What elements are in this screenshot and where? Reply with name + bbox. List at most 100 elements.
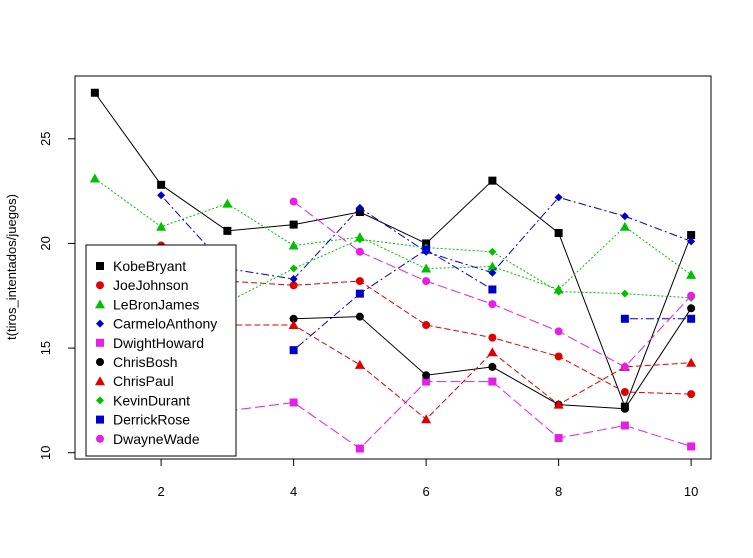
data-point xyxy=(620,289,629,298)
legend-marker xyxy=(96,396,104,405)
data-point xyxy=(222,198,233,208)
series-line xyxy=(94,92,692,409)
y-tick-label: 25 xyxy=(38,132,53,146)
data-point xyxy=(289,197,298,206)
data-point xyxy=(686,269,697,279)
data-point xyxy=(157,191,166,200)
data-point xyxy=(289,346,298,355)
data-point xyxy=(620,388,629,397)
data-point xyxy=(156,221,167,231)
legend-entry: ChrisPaul xyxy=(113,373,174,389)
data-point xyxy=(554,352,563,361)
data-point xyxy=(554,287,563,296)
legend-marker xyxy=(96,415,104,424)
legend-entry: DwightHoward xyxy=(113,335,204,351)
series-layer xyxy=(89,88,697,453)
y-axis: 10 15 20 25 xyxy=(38,132,76,460)
data-point xyxy=(289,220,298,229)
series-line xyxy=(293,308,692,410)
data-point xyxy=(157,180,166,189)
y-axis-label: t(tiros_intentados/juegos) xyxy=(4,194,19,340)
legend-entry: KevinDurant xyxy=(113,392,190,408)
legend-marker xyxy=(95,299,105,309)
data-point xyxy=(422,371,431,380)
data-point xyxy=(488,300,497,309)
data-point xyxy=(421,263,432,273)
series-ChrisBosh xyxy=(289,304,696,413)
legend-entry: KobeBryant xyxy=(113,258,186,274)
legend-entry: DwayneWade xyxy=(113,431,200,447)
y-tick-label: 15 xyxy=(38,341,53,355)
data-point xyxy=(355,277,364,286)
data-point xyxy=(619,221,630,231)
legend-entry: ChrisBosh xyxy=(113,354,178,370)
legend-marker xyxy=(96,262,104,270)
data-point xyxy=(355,247,364,256)
legend-marker xyxy=(96,434,104,443)
data-point xyxy=(355,444,364,453)
x-tick-label: 2 xyxy=(158,484,165,499)
data-point xyxy=(289,275,298,284)
data-point xyxy=(620,314,629,323)
series-line xyxy=(227,238,692,303)
series-line xyxy=(94,178,692,291)
data-point xyxy=(687,231,696,240)
legend-entry: DerrickRose xyxy=(113,412,190,428)
data-point xyxy=(488,285,497,294)
data-point xyxy=(488,377,497,386)
data-point xyxy=(289,281,298,290)
legend-entry: JoeJohnson xyxy=(113,277,189,293)
data-point xyxy=(687,291,696,300)
x-tick-label: 4 xyxy=(290,484,297,499)
data-point xyxy=(620,362,629,371)
legend-entry: CarmeloAnthony xyxy=(113,316,217,332)
data-point xyxy=(422,321,431,330)
data-point xyxy=(90,88,99,97)
data-point xyxy=(422,277,431,286)
data-point xyxy=(488,176,497,185)
data-point xyxy=(355,235,364,244)
series-DwayneWade xyxy=(289,197,696,371)
data-point xyxy=(288,320,299,330)
data-point xyxy=(223,226,232,235)
y-tick-label: 10 xyxy=(38,445,53,459)
x-tick-label: 10 xyxy=(684,484,698,499)
legend-marker xyxy=(96,319,104,328)
x-axis: 2 4 6 8 10 xyxy=(158,458,698,499)
data-point xyxy=(288,240,299,250)
data-point xyxy=(89,173,100,183)
y-tick-label: 20 xyxy=(38,236,53,250)
data-point xyxy=(687,237,696,246)
data-point xyxy=(620,212,629,221)
data-point xyxy=(488,268,497,277)
data-point xyxy=(355,289,364,298)
x-tick-label: 8 xyxy=(555,484,562,499)
legend-box xyxy=(85,244,237,457)
data-point xyxy=(355,312,364,321)
legend-entry: LeBronJames xyxy=(113,296,199,312)
data-point xyxy=(488,247,497,256)
series-JoeJohnson xyxy=(157,241,696,399)
data-point xyxy=(687,442,696,451)
data-point xyxy=(687,314,696,323)
legend-marker xyxy=(96,338,104,347)
data-point xyxy=(553,399,564,409)
data-point xyxy=(422,377,431,386)
data-point xyxy=(554,193,563,202)
data-point xyxy=(421,414,432,424)
legend: KobeBryant JoeJohnson LeBronJames CarmeloAn… xyxy=(85,244,237,457)
series-line xyxy=(293,249,493,351)
x-tick-label: 6 xyxy=(423,484,430,499)
data-point xyxy=(554,327,563,336)
data-point xyxy=(289,398,298,407)
series-line xyxy=(227,381,692,450)
data-point xyxy=(488,333,497,342)
series-line xyxy=(293,201,692,368)
data-point xyxy=(686,357,697,367)
legend-marker xyxy=(95,376,105,386)
data-point xyxy=(554,434,563,443)
data-point xyxy=(487,347,498,357)
data-point xyxy=(289,264,298,273)
data-point xyxy=(289,314,298,323)
